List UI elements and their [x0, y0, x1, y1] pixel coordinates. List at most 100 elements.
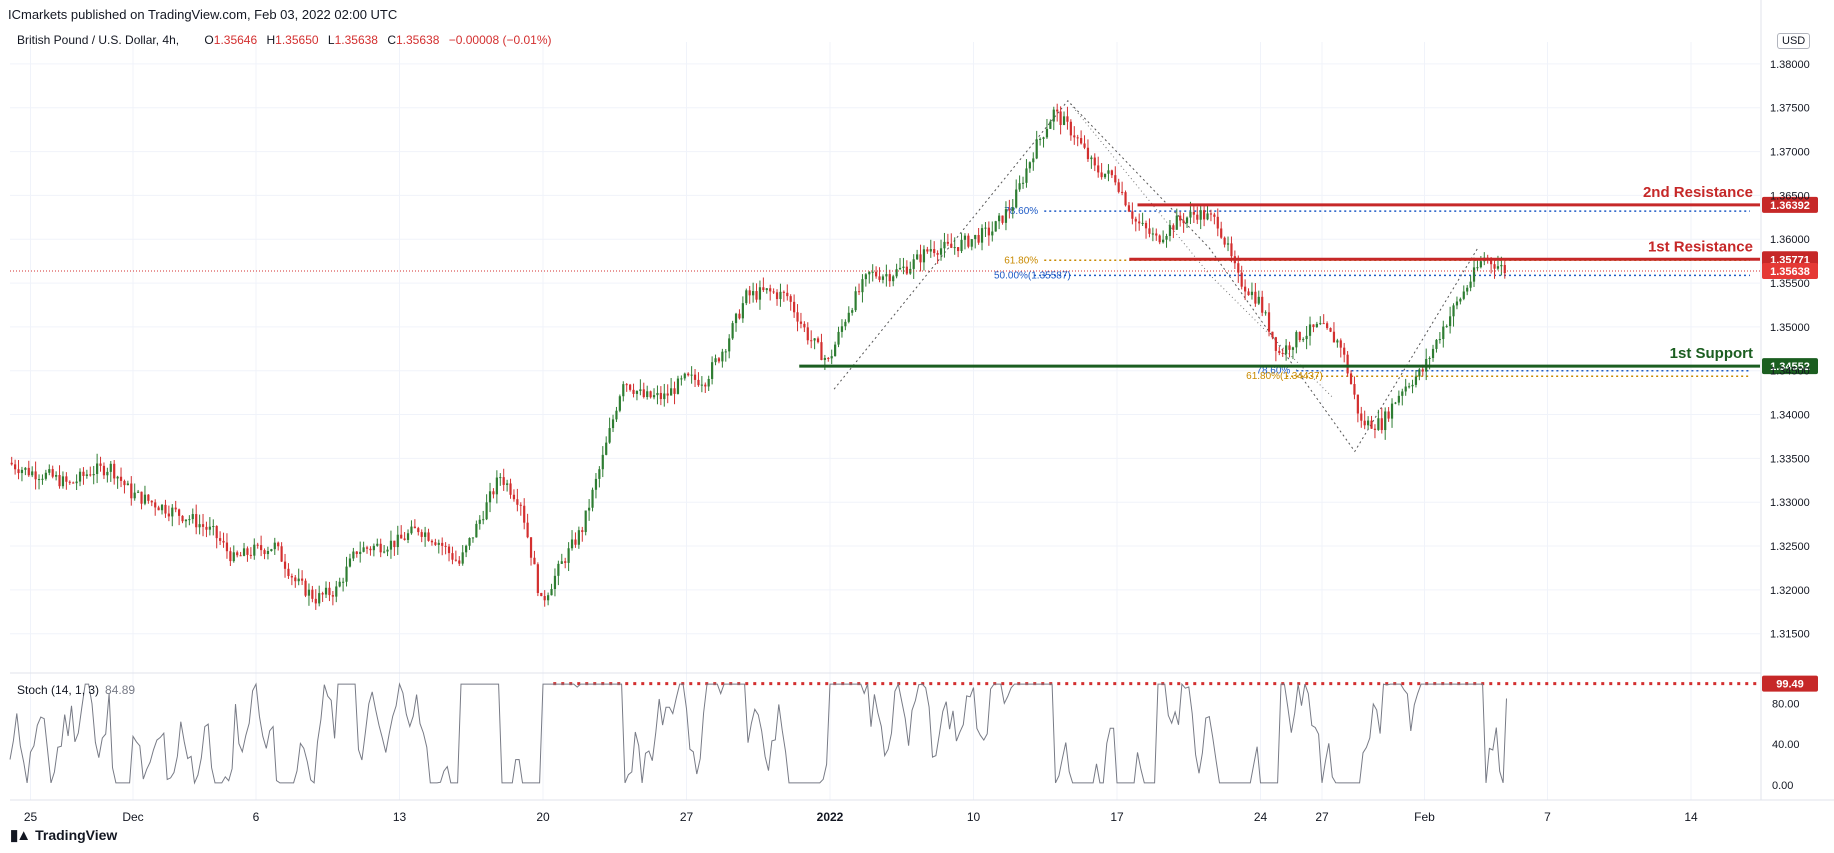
candle-up	[184, 519, 188, 522]
candle-up	[1496, 266, 1500, 269]
candle-up	[348, 558, 352, 567]
candle-down	[1158, 235, 1161, 243]
candle-down	[775, 292, 779, 300]
candle-down	[625, 384, 628, 386]
candle-up	[116, 476, 119, 479]
candle-up	[461, 552, 464, 564]
axes: 1.38000 1.37500 1.37000 1.36500 1.36000 1.355…	[10, 0, 1834, 824]
candle-down	[820, 342, 823, 360]
candle-down	[1182, 220, 1185, 224]
candle-down	[420, 532, 423, 537]
candle-up	[584, 510, 587, 533]
candle-up	[605, 442, 608, 455]
tradingview-logo: ▮▲ TradingView	[10, 826, 117, 844]
price-tick-label: 1.32000	[1770, 585, 1810, 597]
candle-up	[871, 271, 874, 273]
candle-up	[188, 519, 191, 521]
candle-down	[1261, 296, 1264, 313]
candle-down	[321, 593, 324, 595]
candle-up	[1408, 386, 1411, 388]
candle-up	[37, 479, 41, 481]
candle-up	[1257, 296, 1260, 304]
candle-down	[936, 253, 939, 255]
high-value: 1.35650	[275, 33, 319, 47]
candle-up	[1021, 182, 1025, 184]
candle-down	[629, 384, 632, 390]
candle-up	[1206, 213, 1209, 220]
candle-up	[1390, 403, 1394, 419]
candle-up	[779, 291, 782, 300]
candle-down	[447, 546, 451, 554]
candle-down	[957, 247, 960, 252]
candle-up	[266, 551, 270, 555]
fib-zigzag	[833, 99, 1479, 453]
candle-up	[1452, 305, 1455, 317]
candle-up	[611, 419, 615, 429]
price-tick-label: 1.31500	[1770, 629, 1810, 641]
candle-down	[512, 494, 516, 500]
candle-up	[1018, 183, 1021, 190]
candle-up	[424, 532, 427, 537]
stoch-tag	[1762, 675, 1818, 692]
candle-down	[827, 357, 830, 359]
candle-down	[796, 312, 799, 322]
candle-down	[492, 491, 495, 495]
candle-up	[823, 357, 826, 360]
candle-up	[96, 463, 99, 475]
candle-up	[1141, 222, 1144, 224]
candle-up	[359, 551, 362, 555]
candle-down	[1134, 218, 1137, 222]
publisher-line: ICmarkets published on TradingView.com, …	[8, 7, 398, 22]
candle-up	[553, 575, 557, 590]
open-value: 1.35646	[213, 33, 258, 47]
candle-up	[1185, 217, 1189, 224]
candle-down	[263, 550, 266, 555]
candle-up	[191, 514, 194, 520]
candle-down	[693, 374, 697, 380]
candle-down	[441, 542, 444, 546]
candle-down	[769, 288, 772, 292]
candle-down	[123, 480, 126, 486]
price-tick-label: 1.38000	[1770, 59, 1810, 71]
candle-up	[1103, 173, 1107, 178]
candle-up	[929, 249, 932, 252]
candle-up	[1226, 243, 1230, 245]
support-1-label: 1st Support	[1670, 345, 1753, 362]
candle-up	[560, 561, 563, 564]
candle-up	[137, 491, 140, 493]
candle-down	[147, 494, 150, 501]
candle-down	[427, 532, 430, 541]
fib-500-label: 50.00%(1.35587)	[994, 270, 1071, 281]
candle-down	[113, 463, 116, 479]
candle-down	[1339, 340, 1342, 348]
candle-up	[1049, 121, 1052, 129]
candle-down	[393, 540, 396, 548]
candle-up	[1438, 339, 1441, 341]
candle-up	[1404, 386, 1407, 392]
candle-up	[1479, 261, 1482, 268]
candle-down	[219, 538, 222, 541]
candle-down	[355, 551, 358, 555]
candle-down	[1080, 138, 1083, 144]
candle-up	[372, 545, 375, 551]
candle-down	[294, 577, 297, 582]
candle-down	[181, 515, 184, 522]
candle-down	[574, 539, 577, 545]
candle-down	[1097, 165, 1100, 173]
price-tick-label: 1.34000	[1770, 410, 1810, 422]
candle-down	[256, 544, 259, 546]
candle-up	[663, 393, 666, 400]
candle-up	[171, 507, 174, 517]
candle-down	[1363, 420, 1366, 426]
candle-down	[1349, 373, 1353, 385]
candle-up	[273, 542, 276, 550]
candle-down	[287, 568, 290, 577]
candle-down	[1127, 205, 1131, 212]
price-tick-label: 1.35000	[1770, 322, 1810, 334]
candle-down	[509, 483, 512, 495]
candle-down	[523, 505, 526, 523]
candle-up	[362, 547, 365, 552]
currency-badge[interactable]: USD	[1777, 33, 1811, 49]
candle-up	[1291, 347, 1295, 350]
candle-down	[1069, 121, 1072, 136]
